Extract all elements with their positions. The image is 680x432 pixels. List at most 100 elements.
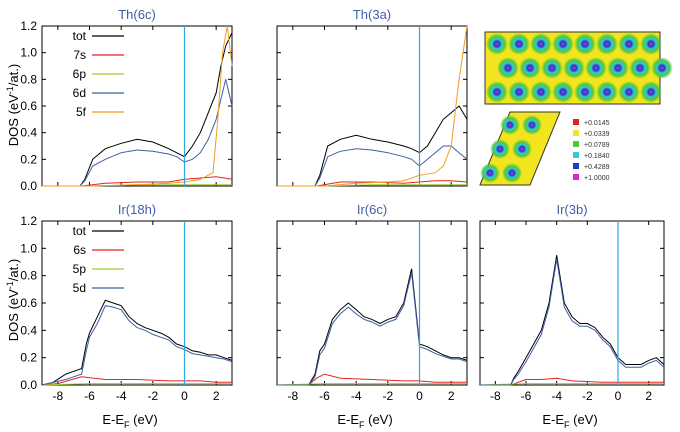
- density-blob: [640, 33, 662, 55]
- colorbar-label: +0.0339: [584, 131, 610, 138]
- legend-label: 6p: [73, 67, 87, 81]
- density-blob: [640, 81, 662, 103]
- dos-panel: -8 -6 -4 -2 0 2 Ir(6c): [276, 202, 468, 403]
- y-tick-label: 0.4: [20, 323, 37, 337]
- x-tick-label: -4: [551, 389, 562, 403]
- series-7s: [42, 176, 233, 187]
- y-tick-label: 0.6: [20, 296, 37, 310]
- panel-title: Th(3a): [353, 7, 391, 22]
- series-6d: [42, 79, 233, 187]
- density-blob: [522, 115, 542, 135]
- y-tick-label: 0.6: [20, 99, 37, 113]
- x-tick-label: -6: [84, 389, 95, 403]
- series-6s: [480, 377, 664, 386]
- x-tick-label: -4: [116, 389, 127, 403]
- legend-label: tot: [73, 224, 87, 238]
- x-tick-label: 0: [181, 389, 188, 403]
- y-tick-label: 1.2: [20, 19, 37, 33]
- plot-frame: [41, 25, 233, 187]
- x-tick-label: -8: [490, 389, 501, 403]
- plot-frame: [479, 220, 665, 386]
- crystal-structure-inset: +0.0145 +0.0339 +0.0789 +0.1840 +0.4289 +1.00…: [479, 31, 673, 186]
- series-tot: [277, 105, 468, 187]
- series-5d: [277, 272, 468, 386]
- series-6s: [41, 376, 232, 386]
- series-5d: [480, 259, 665, 386]
- density-blob: [486, 81, 508, 103]
- panel-title: Ir(18h): [118, 202, 156, 217]
- x-tick-label: 0: [615, 389, 622, 403]
- density-blob: [618, 33, 640, 55]
- x-tick-label: -2: [582, 389, 593, 403]
- legend-label: 5p: [73, 262, 87, 276]
- y-tick-label: 0.0: [20, 378, 37, 392]
- legend-label: tot: [73, 29, 87, 43]
- x-tick-label: -2: [147, 389, 158, 403]
- series-tot: [480, 255, 665, 386]
- legend-label: 6s: [73, 243, 86, 257]
- x-tick-label: 0: [416, 389, 423, 403]
- x-tick-label: 2: [213, 389, 220, 403]
- colorbar-swatch: [573, 130, 579, 136]
- x-tick-label: -6: [319, 389, 330, 403]
- series-6d: [277, 145, 468, 187]
- series-tot: [277, 268, 468, 386]
- legend-label: 5d: [73, 281, 86, 295]
- density-blob: [530, 33, 552, 55]
- y-tick-label: 1.2: [20, 214, 37, 228]
- x-tick-label: -8: [52, 389, 63, 403]
- density-blob: [508, 81, 530, 103]
- density-blob: [480, 163, 500, 183]
- x-axis-label-3: E-EF (eV): [542, 412, 597, 430]
- density-blob: [508, 33, 530, 55]
- density-blob: [563, 57, 585, 79]
- y-axis-label-top: DOS (eV-1/at.): [5, 64, 21, 146]
- x-tick-label: -2: [382, 389, 393, 403]
- dos-panel: -8 -6 -4 -2 0 2 Ir(3b): [479, 202, 665, 403]
- density-blob: [574, 33, 596, 55]
- y-tick-label: 0.4: [20, 126, 37, 140]
- colorbar-swatch: [573, 163, 579, 169]
- density-blob: [607, 57, 629, 79]
- x-tick-label: -4: [351, 389, 362, 403]
- y-tick-label: 0.0: [20, 179, 37, 193]
- charge-density-legend: +0.0145 +0.0339 +0.0789 +0.1840 +0.4289 +1.00…: [573, 119, 610, 182]
- series-5p: [276, 383, 467, 386]
- y-tick-label: 0.8: [20, 72, 37, 86]
- x-axis-label-2: E-EF (eV): [337, 412, 392, 430]
- colorbar-swatch: [573, 141, 579, 147]
- series-7s: [277, 180, 468, 187]
- x-tick-label: 2: [448, 389, 455, 403]
- legend-label: 7s: [73, 48, 86, 62]
- plot-frame: [41, 220, 233, 386]
- series-5f: [42, 25, 233, 187]
- density-blob: [512, 139, 532, 159]
- legend-label: 6d: [73, 86, 86, 100]
- density-blob: [500, 115, 520, 135]
- y-tick-label: 0.8: [20, 269, 37, 283]
- density-blob: [519, 57, 541, 79]
- panel-title: Ir(6c): [357, 202, 387, 217]
- series-5d: [41, 305, 233, 386]
- colorbar-swatch: [573, 119, 579, 125]
- dos-panel: 0.0 0.2 0.4 0.6 0.8 1.0 1.2 Th(6c) tot 7s 6p 6d 5f: [20, 7, 233, 193]
- density-blob: [651, 57, 673, 79]
- density-blob: [552, 81, 574, 103]
- x-axis-label-1: E-EF (eV): [102, 412, 157, 430]
- panel-title: Th(6c): [118, 7, 156, 22]
- density-blob: [530, 81, 552, 103]
- density-blob: [541, 57, 563, 79]
- density-blob: [596, 81, 618, 103]
- dos-panel: Th(3a): [276, 7, 468, 187]
- density-blob: [490, 139, 510, 159]
- series-tot: [41, 299, 233, 386]
- colorbar-label: +0.0145: [584, 120, 610, 127]
- density-blob: [552, 33, 574, 55]
- density-blob: [502, 163, 522, 183]
- series-tot: [42, 32, 233, 187]
- colorbar-label: +0.4289: [584, 164, 610, 171]
- colorbar-label: +0.1840: [584, 153, 610, 160]
- y-tick-label: 0.2: [20, 351, 37, 365]
- density-blob: [596, 33, 618, 55]
